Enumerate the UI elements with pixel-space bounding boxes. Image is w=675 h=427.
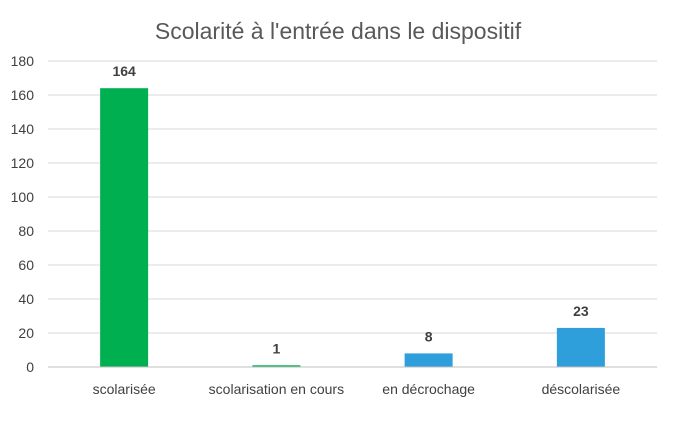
- bar: [404, 353, 453, 367]
- y-tick-label: 60: [18, 257, 34, 273]
- x-category-label: scolarisation en cours: [209, 381, 344, 397]
- data-label: 23: [573, 303, 589, 319]
- y-axis-ticks: 0 20 40 60 80 100 120 140 160 180: [11, 53, 35, 375]
- x-category-label: déscolarisée: [542, 381, 621, 397]
- data-label: 1: [272, 340, 280, 356]
- y-tick-label: 140: [11, 121, 35, 137]
- y-tick-label: 180: [11, 53, 35, 69]
- chart-title: Scolarité à l'entrée dans le dispositif: [155, 18, 522, 44]
- gridlines: [48, 60, 657, 334]
- bar: [556, 327, 605, 367]
- data-label: 8: [425, 328, 433, 344]
- y-tick-label: 20: [18, 325, 34, 341]
- y-tick-label: 120: [11, 155, 35, 171]
- y-tick-label: 100: [11, 189, 35, 205]
- y-tick-label: 40: [18, 291, 34, 307]
- bar: [100, 88, 149, 367]
- y-tick-label: 160: [11, 87, 35, 103]
- y-tick-label: 80: [18, 223, 34, 239]
- bars: [100, 88, 605, 367]
- bar: [252, 365, 301, 367]
- data-label: 164: [112, 63, 136, 79]
- x-category-label: scolarisée: [93, 381, 156, 397]
- x-axis-categories: scolarisée scolarisation en cours en décro…: [93, 381, 621, 397]
- y-tick-label: 0: [26, 359, 34, 375]
- data-labels: 164 1 8 23: [112, 63, 588, 356]
- x-category-label: en décrochage: [382, 381, 475, 397]
